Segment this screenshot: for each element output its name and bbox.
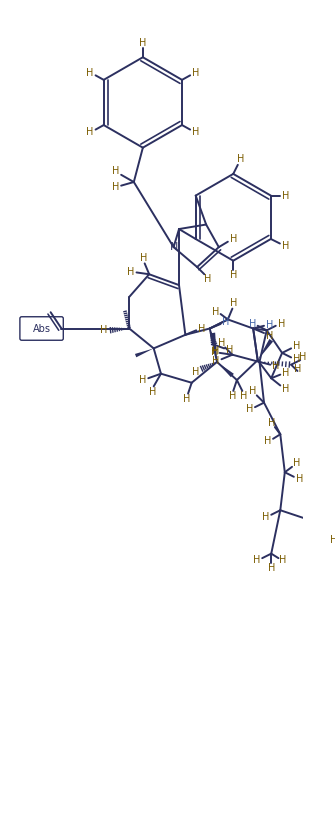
Text: H: H	[282, 368, 289, 378]
Polygon shape	[210, 333, 217, 362]
Text: H: H	[249, 319, 256, 329]
Text: H: H	[218, 338, 225, 348]
Text: H: H	[100, 325, 108, 335]
Text: H: H	[226, 345, 233, 355]
Polygon shape	[217, 362, 234, 378]
Text: H: H	[266, 331, 273, 341]
Text: H: H	[299, 352, 307, 363]
Polygon shape	[135, 348, 154, 357]
Text: H: H	[222, 317, 230, 327]
Text: N: N	[170, 242, 178, 252]
Text: H: H	[112, 183, 119, 192]
Text: H: H	[140, 253, 147, 263]
Text: H: H	[229, 298, 237, 308]
Text: H: H	[139, 38, 146, 48]
Text: H: H	[334, 512, 335, 522]
Text: H: H	[282, 384, 289, 394]
Text: H: H	[211, 307, 219, 317]
Text: H: H	[268, 418, 275, 428]
Text: H: H	[149, 387, 156, 396]
Text: H: H	[139, 375, 146, 385]
Text: H: H	[293, 458, 300, 468]
Text: H: H	[268, 563, 275, 573]
Text: H: H	[246, 404, 253, 414]
Text: H: H	[86, 68, 94, 78]
Text: H: H	[192, 127, 199, 138]
Text: H: H	[229, 234, 237, 244]
Text: H: H	[212, 356, 220, 366]
Text: Abs: Abs	[32, 324, 51, 333]
Text: H: H	[184, 394, 191, 404]
Text: H: H	[250, 386, 257, 396]
Text: H: H	[229, 391, 236, 401]
Text: H: H	[192, 68, 199, 78]
Text: H: H	[262, 512, 269, 522]
Text: H: H	[272, 360, 279, 370]
Text: H: H	[295, 473, 303, 483]
Text: H: H	[282, 191, 289, 201]
Text: H: H	[264, 436, 271, 446]
Polygon shape	[258, 339, 273, 360]
Text: H: H	[86, 127, 94, 138]
Text: H: H	[237, 155, 244, 165]
Text: H: H	[127, 268, 135, 278]
Text: H: H	[294, 364, 301, 374]
Text: H: H	[282, 242, 289, 251]
Text: H: H	[293, 355, 300, 364]
Text: H: H	[198, 324, 205, 333]
Text: H: H	[229, 270, 237, 280]
Text: H: H	[212, 346, 220, 356]
Text: H: H	[211, 347, 218, 357]
Text: H: H	[240, 391, 247, 401]
Text: H: H	[330, 535, 335, 545]
Text: H: H	[253, 555, 261, 565]
Text: H: H	[277, 319, 285, 329]
Text: H: H	[266, 320, 273, 330]
Text: H: H	[112, 166, 119, 176]
Text: H: H	[334, 525, 335, 535]
Text: H: H	[204, 274, 212, 283]
Text: H: H	[279, 555, 287, 565]
Text: H: H	[293, 341, 300, 351]
Text: H: H	[192, 367, 199, 377]
FancyBboxPatch shape	[20, 317, 63, 340]
